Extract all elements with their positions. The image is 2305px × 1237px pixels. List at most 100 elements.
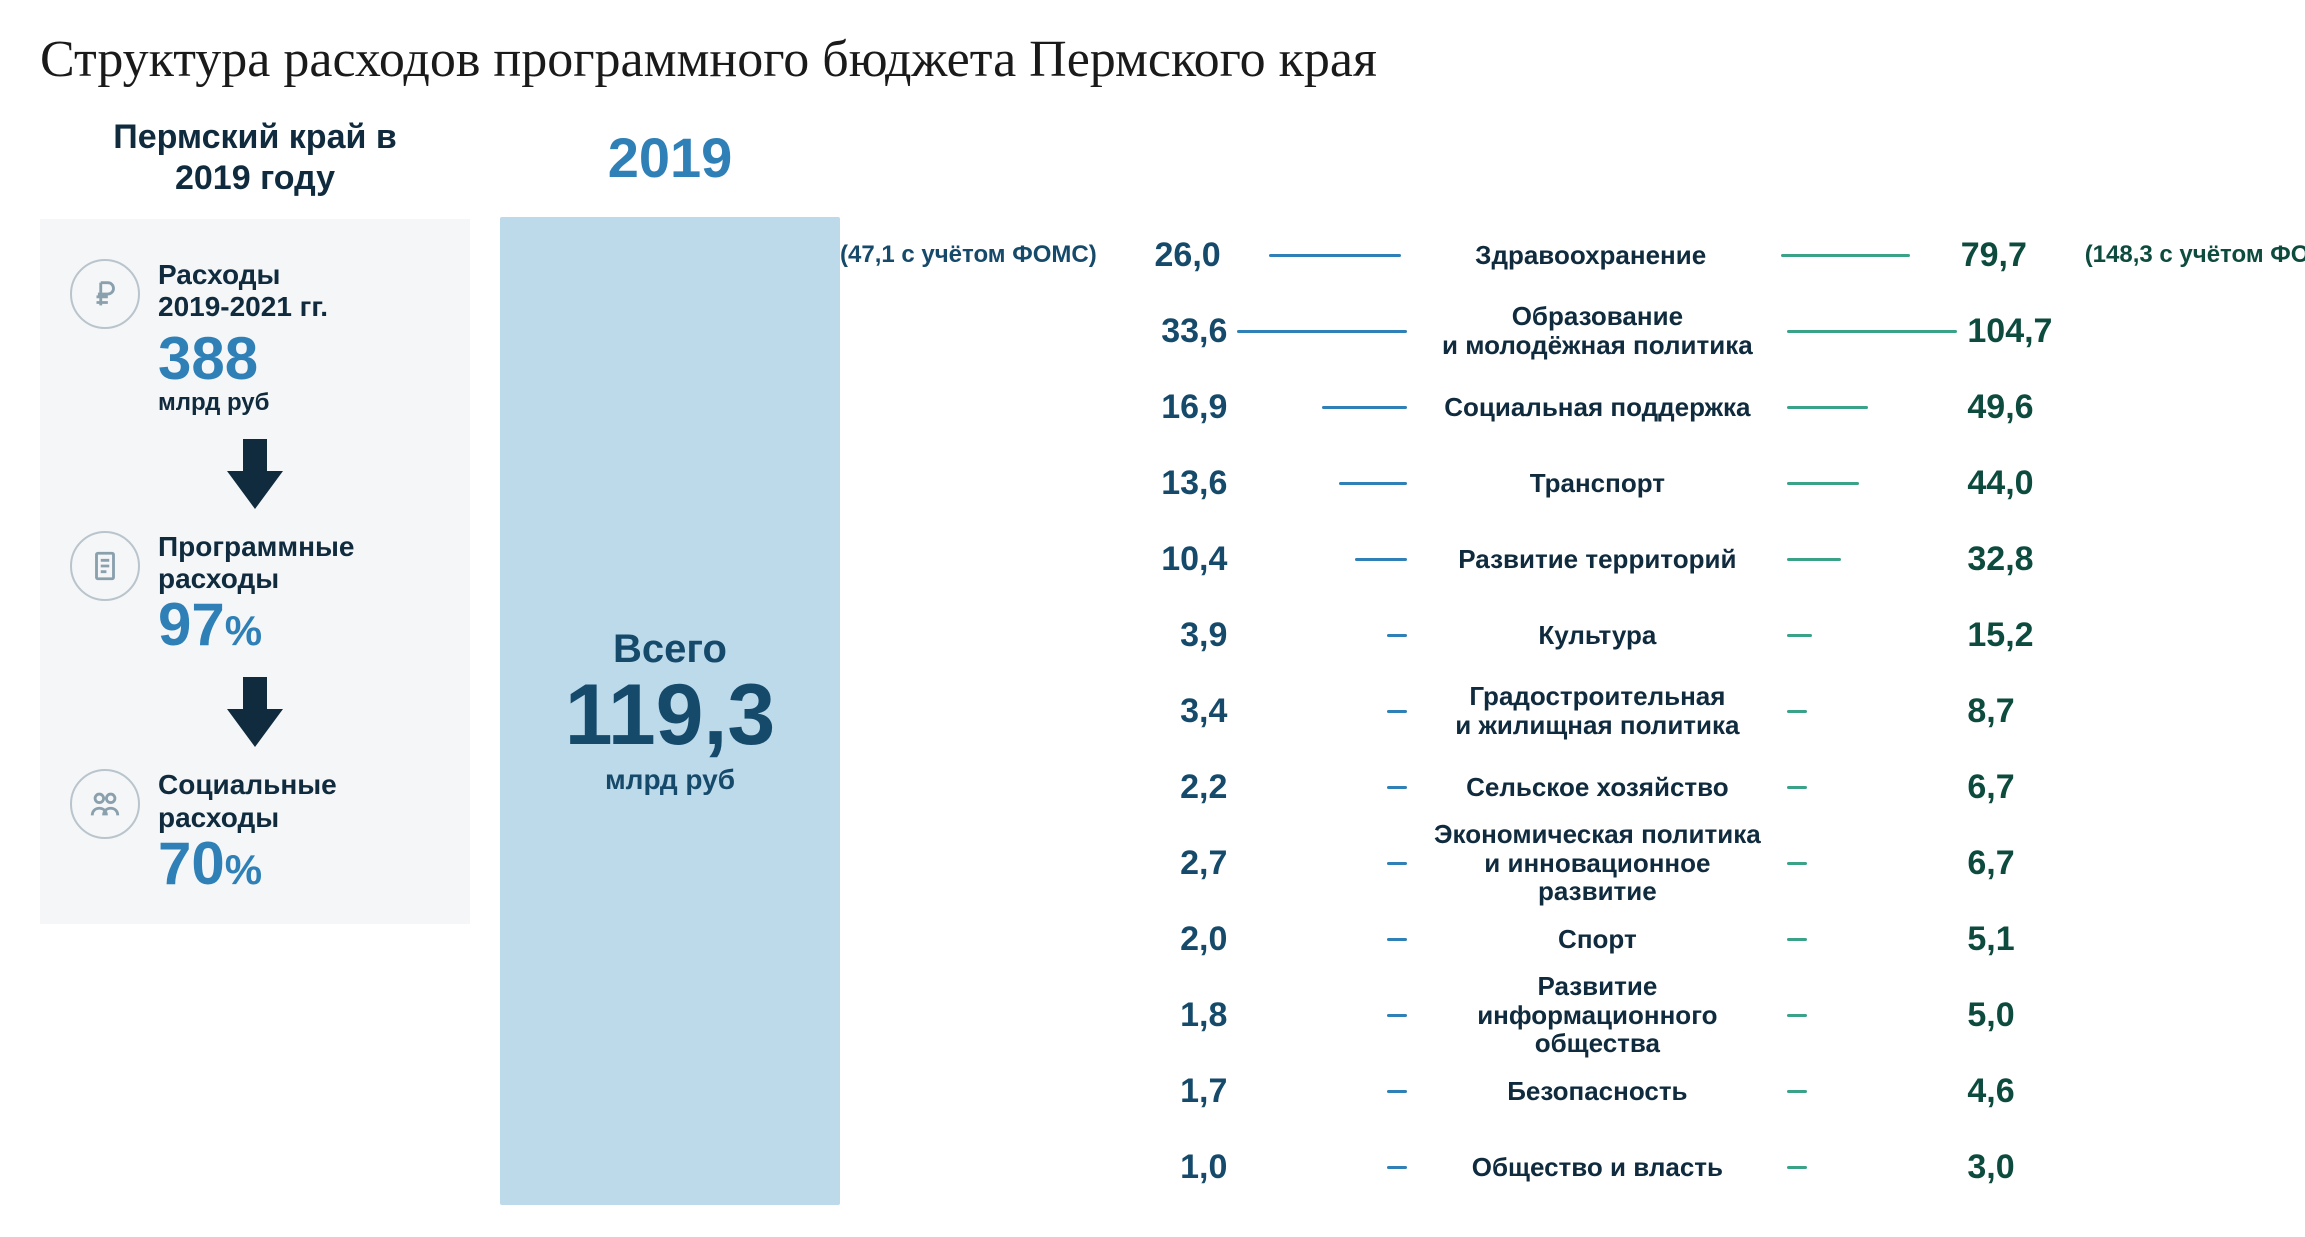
row-left-bar <box>1269 254 1401 257</box>
row-label: Экономическая политикаи инновационное ра… <box>1407 820 1787 906</box>
chart-row: 33,6 Образованиеи молодёжная политика 10… <box>840 293 2305 369</box>
row-left-value: 10,4 <box>1161 540 1227 578</box>
row-left-value: 3,9 <box>1180 616 1227 654</box>
chart-row: 2,0 Спорт 5,1 <box>840 901 2305 977</box>
arrow-down-icon <box>225 677 285 747</box>
stat-value: 97 <box>158 591 225 658</box>
row-left-value: 1,8 <box>1180 996 1227 1034</box>
row-left-value: 1,7 <box>1180 1072 1227 1110</box>
row-left-bar <box>1387 786 1407 789</box>
chart-row: 13,6 Транспорт 44,0 <box>840 445 2305 521</box>
stat-expenses: Расходы2019-2021 гг. 388 млрд руб <box>70 259 440 417</box>
row-right-bar <box>1787 634 1812 637</box>
sidebar-box: Расходы2019-2021 гг. 388 млрд руб Програ… <box>40 219 470 924</box>
stat-label: Программныерасходы <box>158 531 440 595</box>
row-left-bar <box>1237 330 1407 333</box>
sidebar-header: Пермский край в2019 году <box>40 117 470 199</box>
row-right-bar <box>1781 254 1910 257</box>
chart-row: 10,4 Развитие территорий 32,8 <box>840 521 2305 597</box>
rows: (47,1 с учётом ФОМС) 26,0 Здравоохранени… <box>840 117 2305 1205</box>
stat-unit: % <box>225 846 262 893</box>
row-left-bar <box>1387 634 1407 637</box>
content: Пермский край в2019 году Расходы2019-202… <box>40 117 2265 1205</box>
row-left-bar <box>1322 406 1408 409</box>
col-2019: 2019 Всего 119,3 млрд руб <box>500 117 840 1205</box>
chart-row: 2,2 Сельское хозяйство 6,7 <box>840 749 2305 825</box>
row-left-value: 3,4 <box>1180 692 1227 730</box>
row-label: Общество и власть <box>1407 1153 1787 1182</box>
stat-unit: % <box>225 607 262 654</box>
row-left-value: 2,2 <box>1180 768 1227 806</box>
stat-value: 388 <box>158 329 440 389</box>
row-left-note: (47,1 с учётом ФОМС) <box>840 241 1097 269</box>
row-label: Образованиеи молодёжная политика <box>1407 302 1787 359</box>
row-right-value: 4,6 <box>1967 1072 2014 1110</box>
panel-2019: Всего 119,3 млрд руб <box>500 217 840 1205</box>
chart-row: 1,7 Безопасность 4,6 <box>840 1053 2305 1129</box>
row-label: Развитие территорий <box>1407 545 1787 574</box>
row-left-value: 13,6 <box>1161 464 1227 502</box>
row-label: Безопасность <box>1407 1077 1787 1106</box>
row-right-bar <box>1787 862 1807 865</box>
sidebar: Пермский край в2019 году Расходы2019-202… <box>40 117 470 924</box>
row-right-value: 49,6 <box>1967 388 2033 426</box>
people-icon <box>70 769 140 839</box>
row-right-bar <box>1787 710 1807 713</box>
ruble-icon <box>70 259 140 329</box>
row-left-value: 33,6 <box>1161 312 1227 350</box>
row-right-bar <box>1787 1014 1807 1017</box>
arrow-down-icon <box>225 439 285 509</box>
total-value: 119,3 <box>528 672 812 758</box>
row-label: Культура <box>1407 621 1787 650</box>
row-right-value: 5,1 <box>1967 920 2014 958</box>
row-left-value: 2,0 <box>1180 920 1227 958</box>
chart-row: 16,9 Социальная поддержка 49,6 <box>840 369 2305 445</box>
stat-label: Социальныерасходы <box>158 769 440 833</box>
row-label: Спорт <box>1407 925 1787 954</box>
row-left-bar <box>1387 1014 1407 1017</box>
total-unit: млрд руб <box>528 764 812 796</box>
total-label: Всего <box>528 627 812 672</box>
chart-row: 1,8 Развитиеинформационного общества 5,0 <box>840 977 2305 1053</box>
chart: 2019 Всего 119,3 млрд руб (47,1 с учётом… <box>500 117 2305 1205</box>
row-label: Транспорт <box>1407 469 1787 498</box>
row-left-bar <box>1355 558 1408 561</box>
stat-unit: млрд руб <box>158 389 440 417</box>
chart-row: (47,1 с учётом ФОМС) 26,0 Здравоохранени… <box>840 217 2305 293</box>
row-right-note: (148,3 с учётом ФОМС) <box>2085 241 2305 269</box>
row-left-value: 2,7 <box>1180 844 1227 882</box>
stat-program: Программныерасходы 97% <box>70 531 440 655</box>
row-left-value: 26,0 <box>1155 236 1221 274</box>
row-left-bar <box>1387 1090 1407 1093</box>
stat-value: 70 <box>158 830 225 897</box>
row-left-bar <box>1387 938 1407 941</box>
row-right-value: 6,7 <box>1967 768 2014 806</box>
col-header-2019: 2019 <box>500 117 840 197</box>
row-right-value: 8,7 <box>1967 692 2014 730</box>
row-left-bar <box>1387 862 1407 865</box>
chart-row: 3,4 Градостроительнаяи жилищная политика… <box>840 673 2305 749</box>
row-label: Здравоохранение <box>1401 241 1781 270</box>
chart-row: 1,0 Общество и власть 3,0 <box>840 1129 2305 1205</box>
row-left-bar <box>1339 482 1408 485</box>
row-left-value: 1,0 <box>1180 1148 1227 1186</box>
stat-label: Расходы2019-2021 гг. <box>158 259 440 323</box>
row-right-value: 5,0 <box>1967 996 2014 1034</box>
row-right-bar <box>1787 786 1807 789</box>
stat-value-wrap: 70% <box>158 834 440 894</box>
row-right-bar <box>1787 938 1807 941</box>
row-right-value: 6,7 <box>1967 844 2014 882</box>
row-right-value: 44,0 <box>1967 464 2033 502</box>
row-label: Сельское хозяйство <box>1407 773 1787 802</box>
row-label: Градостроительнаяи жилищная политика <box>1407 682 1787 739</box>
row-right-value: 15,2 <box>1967 616 2033 654</box>
row-right-bar <box>1787 1090 1807 1093</box>
clipboard-icon <box>70 531 140 601</box>
row-right-value: 79,7 <box>1961 236 2027 274</box>
stat-social: Социальныерасходы 70% <box>70 769 440 893</box>
row-right-bar <box>1787 406 1868 409</box>
chart-row: 2,7 Экономическая политикаи инновационно… <box>840 825 2305 901</box>
row-label: Социальная поддержка <box>1407 393 1787 422</box>
row-right-value: 104,7 <box>1967 312 2052 350</box>
row-left-bar <box>1387 710 1407 713</box>
